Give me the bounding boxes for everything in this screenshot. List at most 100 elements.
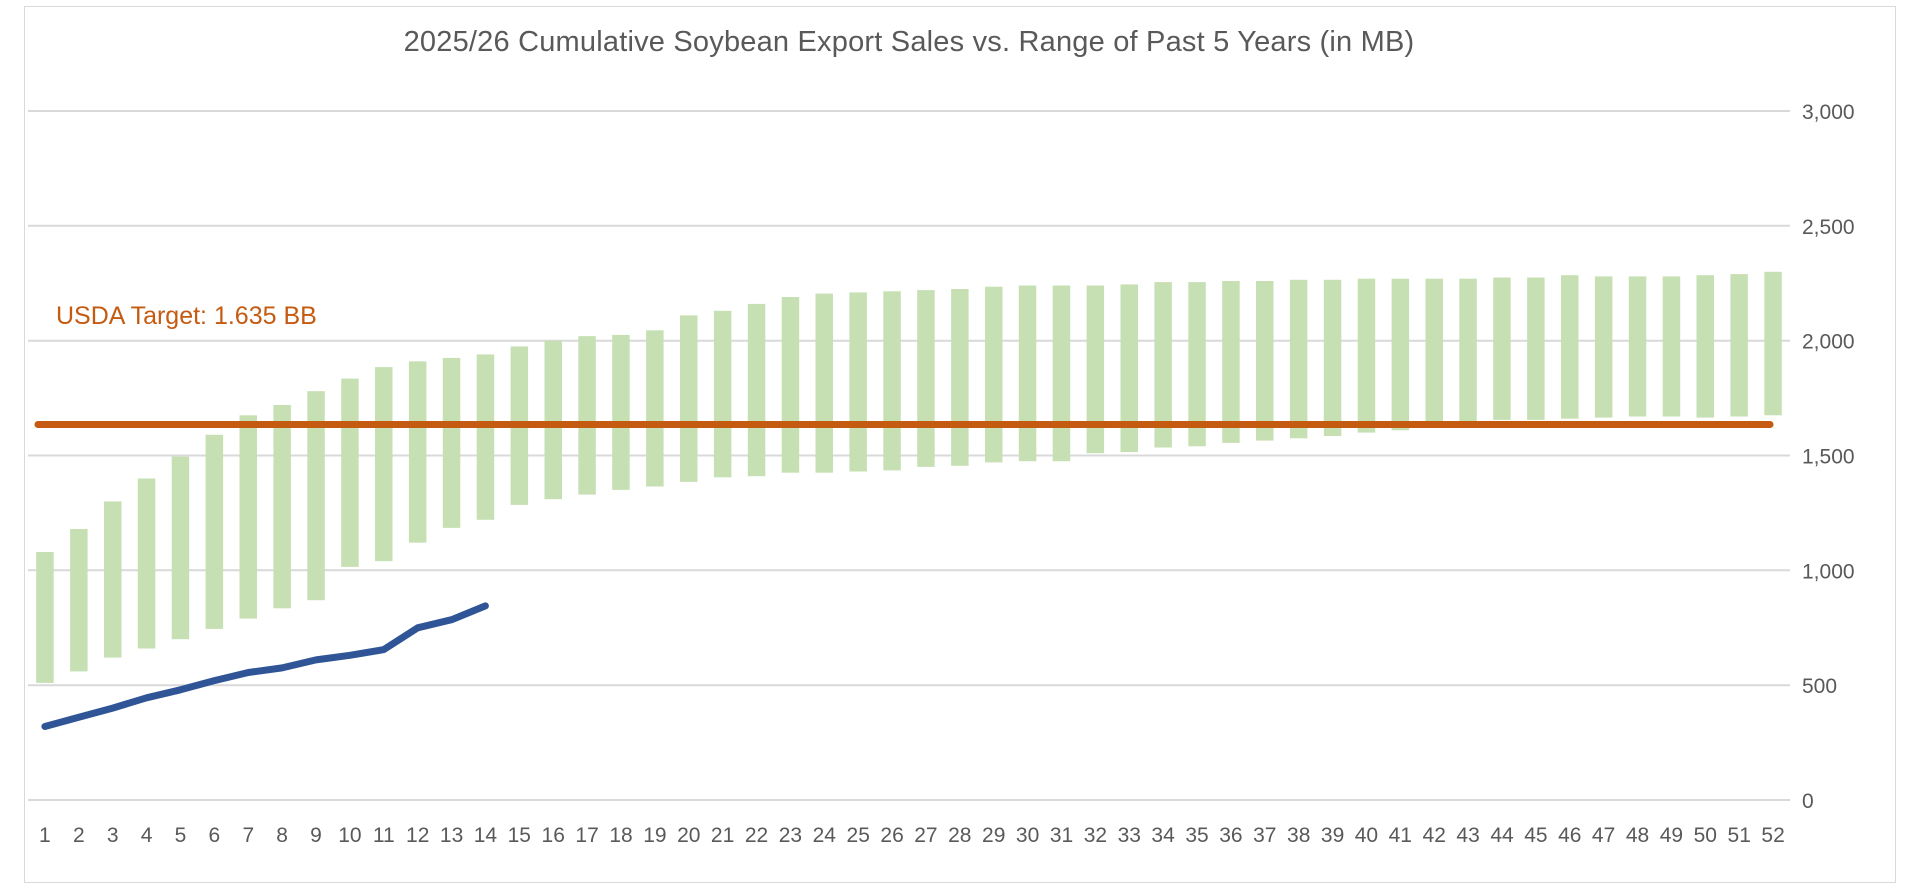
x-tick-label: 31 — [1050, 824, 1073, 847]
x-tick-label: 45 — [1524, 824, 1547, 847]
y-tick-label: 2,000 — [1802, 331, 1855, 354]
range-bar-week-38 — [1289, 279, 1308, 439]
x-tick-label: 17 — [575, 824, 598, 847]
x-tick-label: 39 — [1321, 824, 1344, 847]
x-tick-label: 41 — [1389, 824, 1412, 847]
range-bar-week-32 — [1086, 285, 1105, 454]
usda-target-annotation: USDA Target: 1.635 BB — [56, 302, 317, 330]
range-bar-week-40 — [1357, 278, 1376, 433]
x-tick-label: 34 — [1151, 824, 1175, 847]
range-bar-week-20 — [680, 315, 698, 482]
y-tick-label: 1,500 — [1802, 446, 1855, 469]
x-tick-label: 22 — [745, 824, 768, 847]
range-bar-week-46 — [1561, 275, 1579, 419]
range-bar-week-5 — [171, 456, 190, 640]
range-bar-week-48 — [1628, 276, 1647, 417]
range-bar-week-37 — [1256, 281, 1274, 441]
range-bar-week-10 — [341, 378, 359, 567]
current-year-sales-line — [41, 602, 489, 730]
x-tick-label: 38 — [1287, 824, 1310, 847]
x-tick-label: 20 — [677, 824, 700, 847]
x-tick-label: 52 — [1761, 824, 1784, 847]
range-bar-week-22 — [747, 303, 766, 477]
range-bar-week-28 — [951, 289, 969, 466]
x-tick-label: 40 — [1355, 824, 1378, 847]
y-tick-label: 0 — [1802, 790, 1814, 813]
x-tick-label: 24 — [813, 824, 837, 847]
range-bar-week-44 — [1493, 277, 1511, 420]
x-tick-label: 27 — [914, 824, 937, 847]
range-bar-week-6 — [205, 434, 224, 629]
range-bar-week-11 — [375, 367, 393, 562]
y-tick-label: 2,500 — [1802, 216, 1855, 239]
range-bar-week-19 — [646, 330, 664, 487]
x-tick-label: 42 — [1423, 824, 1446, 847]
x-tick-label: 25 — [847, 824, 870, 847]
y-tick-label: 500 — [1802, 675, 1837, 698]
x-tick-label: 19 — [643, 824, 666, 847]
x-tick-label: 15 — [508, 824, 531, 847]
x-tick-label: 23 — [779, 824, 802, 847]
x-tick-label: 49 — [1660, 824, 1683, 847]
range-bar-week-18 — [612, 334, 630, 490]
y-tick-label: 1,000 — [1802, 560, 1855, 583]
range-bar-week-26 — [883, 291, 901, 471]
range-bar-week-24 — [815, 293, 833, 473]
range-bar-week-33 — [1120, 284, 1138, 453]
x-tick-label: 13 — [440, 824, 463, 847]
x-tick-label: 32 — [1084, 824, 1107, 847]
x-tick-label: 14 — [474, 824, 498, 847]
x-tick-label: 29 — [982, 824, 1005, 847]
range-bar-week-43 — [1459, 278, 1477, 426]
range-bar-week-17 — [578, 336, 596, 495]
range-bar-week-2 — [70, 529, 88, 672]
x-tick-label: 46 — [1558, 824, 1581, 847]
x-tick-label: 51 — [1728, 824, 1751, 847]
range-bar-week-45 — [1527, 277, 1545, 420]
range-bar-week-13 — [442, 357, 461, 528]
range-bar-week-23 — [781, 297, 800, 473]
range-bar-week-9 — [307, 391, 325, 601]
range-bar-week-52 — [1764, 271, 1782, 416]
range-bar-week-29 — [985, 286, 1003, 463]
range-bar-week-34 — [1154, 282, 1172, 448]
x-tick-label: 8 — [276, 824, 288, 847]
x-tick-label: 10 — [338, 824, 361, 847]
range-bar-week-36 — [1222, 281, 1240, 443]
range-bar-week-25 — [849, 292, 867, 472]
range-bar-week-8 — [273, 405, 291, 609]
range-bar-week-51 — [1730, 274, 1748, 417]
x-tick-label: 4 — [141, 824, 153, 847]
x-tick-label: 35 — [1185, 824, 1208, 847]
x-tick-label: 6 — [209, 824, 221, 847]
x-tick-label: 1 — [39, 824, 51, 847]
range-bar-week-47 — [1594, 276, 1613, 418]
x-tick-label: 21 — [711, 824, 734, 847]
x-tick-label: 44 — [1490, 824, 1514, 847]
x-tick-label: 33 — [1118, 824, 1141, 847]
range-bar-week-3 — [104, 501, 122, 658]
range-bar-week-41 — [1391, 278, 1410, 431]
x-tick-label: 47 — [1592, 824, 1615, 847]
range-bar-week-16 — [544, 340, 562, 500]
x-tick-label: 2 — [73, 824, 85, 847]
x-tick-label: 28 — [948, 824, 971, 847]
x-tick-label: 43 — [1456, 824, 1479, 847]
x-tick-label: 12 — [406, 824, 429, 847]
x-tick-label: 7 — [242, 824, 254, 847]
range-bar-week-7 — [239, 415, 257, 619]
range-bar-week-30 — [1018, 285, 1037, 462]
x-tick-label: 30 — [1016, 824, 1039, 847]
chart-title: 2025/26 Cumulative Soybean Export Sales … — [403, 26, 1415, 58]
x-tick-label: 37 — [1253, 824, 1276, 847]
x-tick-label: 36 — [1219, 824, 1242, 847]
x-tick-label: 50 — [1694, 824, 1717, 847]
range-bar-week-14 — [476, 354, 495, 520]
range-bar-week-39 — [1323, 279, 1342, 436]
x-tick-label: 26 — [880, 824, 903, 847]
x-tick-label: 3 — [107, 824, 119, 847]
x-tick-label: 18 — [609, 824, 632, 847]
range-bar-week-4 — [137, 478, 156, 649]
